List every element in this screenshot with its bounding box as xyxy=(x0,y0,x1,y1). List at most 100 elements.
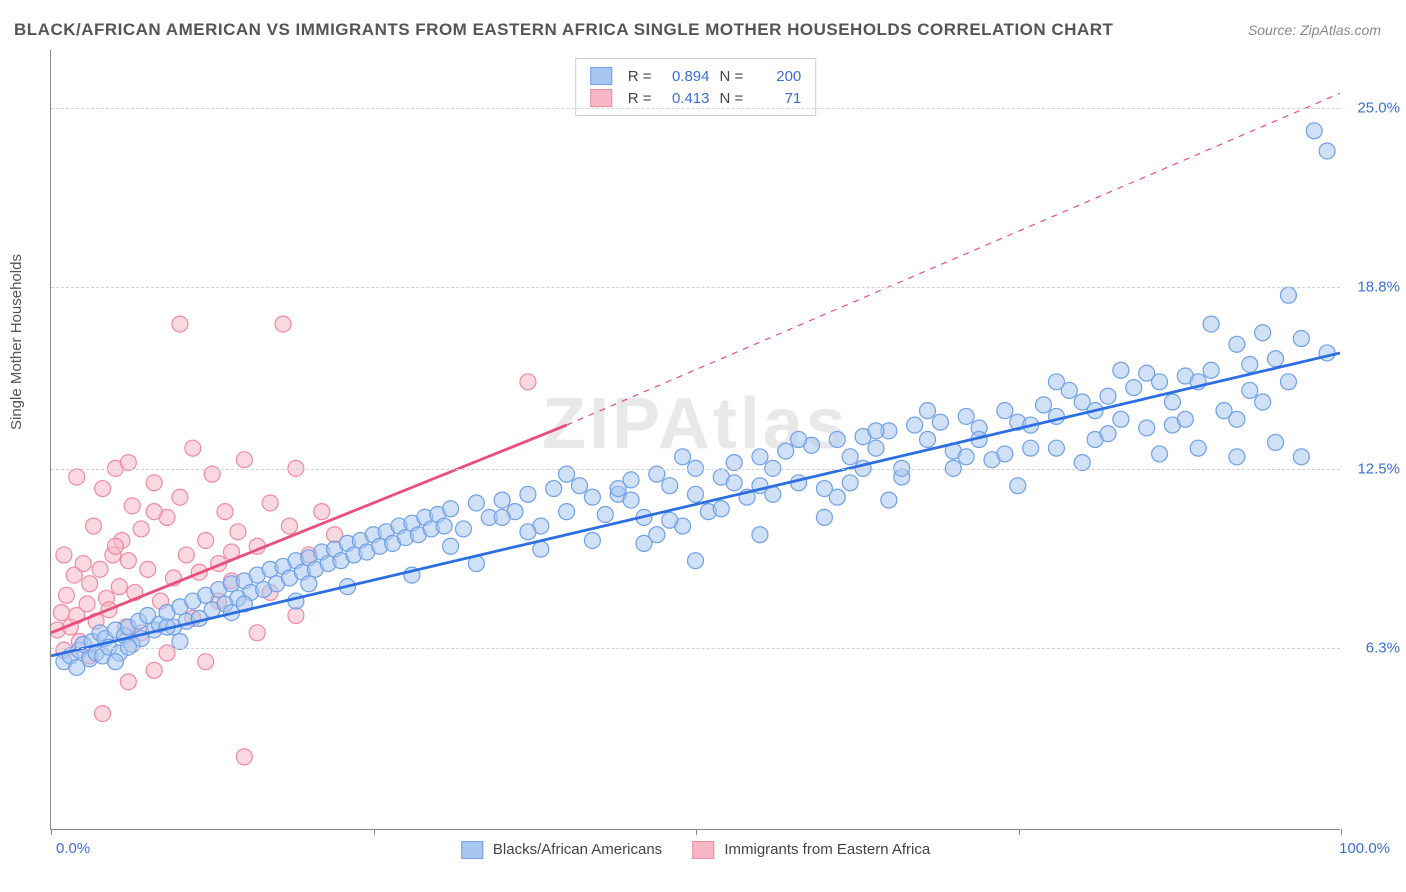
y-tick-label: 25.0% xyxy=(1357,99,1400,116)
blue-point xyxy=(1280,374,1296,390)
blue-point xyxy=(907,417,923,433)
legend-swatch-pink xyxy=(590,89,612,107)
blue-point xyxy=(932,414,948,430)
blue-point xyxy=(920,403,936,419)
blue-point xyxy=(533,541,549,557)
blue-point xyxy=(1255,394,1271,410)
blue-point xyxy=(1306,123,1322,139)
blue-point xyxy=(494,509,510,525)
x-max-label: 100.0% xyxy=(1339,840,1390,857)
pink-point xyxy=(86,518,102,534)
blue-point xyxy=(1268,434,1284,450)
pink-point xyxy=(262,495,278,511)
blue-point xyxy=(1139,420,1155,436)
blue-point xyxy=(1048,440,1064,456)
r-label: R = xyxy=(628,68,652,85)
trend-line xyxy=(51,353,1340,656)
blue-point xyxy=(1177,411,1193,427)
pink-point xyxy=(288,608,304,624)
blue-point xyxy=(1023,440,1039,456)
pink-point xyxy=(146,475,162,491)
pink-point xyxy=(185,440,201,456)
blue-point xyxy=(829,489,845,505)
blue-point xyxy=(1242,356,1258,372)
blue-point xyxy=(791,432,807,448)
blue-point xyxy=(816,509,832,525)
y-tick-label: 12.5% xyxy=(1357,460,1400,477)
blue-point xyxy=(1164,394,1180,410)
x-tick xyxy=(696,829,697,835)
pink-point xyxy=(178,547,194,563)
chart-title: BLACK/AFRICAN AMERICAN VS IMMIGRANTS FRO… xyxy=(14,20,1113,40)
trend-line xyxy=(567,93,1340,425)
n-value: 71 xyxy=(753,90,801,107)
x-min-label: 0.0% xyxy=(56,840,90,857)
r-value: 0.894 xyxy=(662,68,710,85)
pink-point xyxy=(124,498,140,514)
pink-point xyxy=(249,625,265,641)
blue-point xyxy=(1293,331,1309,347)
blue-point xyxy=(842,475,858,491)
y-tick-label: 6.3% xyxy=(1366,640,1400,657)
blue-point xyxy=(1010,478,1026,494)
legend-item-pink: Immigrants from Eastern Africa xyxy=(692,841,930,859)
blue-point xyxy=(829,432,845,448)
pink-point xyxy=(133,521,149,537)
pink-point xyxy=(75,556,91,572)
blue-point xyxy=(649,527,665,543)
pink-point xyxy=(275,316,291,332)
pink-point xyxy=(236,749,252,765)
blue-point xyxy=(752,527,768,543)
pink-point xyxy=(230,524,246,540)
legend-row-pink: R = 0.413 N = 71 xyxy=(590,87,802,109)
blue-point xyxy=(301,576,317,592)
gridline xyxy=(51,648,1340,649)
blue-point xyxy=(1203,316,1219,332)
pink-point xyxy=(281,518,297,534)
blue-point xyxy=(662,478,678,494)
pink-point xyxy=(92,561,108,577)
n-value: 200 xyxy=(753,68,801,85)
pink-point xyxy=(107,538,123,554)
pink-point xyxy=(120,553,136,569)
blue-point xyxy=(868,440,884,456)
pink-point xyxy=(95,706,111,722)
blue-point xyxy=(559,504,575,520)
legend-item-blue: Blacks/African Americans xyxy=(461,841,662,859)
pink-point xyxy=(140,561,156,577)
blue-point xyxy=(1100,388,1116,404)
n-label: N = xyxy=(720,68,744,85)
legend-label: Immigrants from Eastern Africa xyxy=(724,841,930,858)
pink-point xyxy=(58,587,74,603)
blue-point xyxy=(443,538,459,554)
blue-point xyxy=(713,501,729,517)
blue-point xyxy=(752,449,768,465)
r-value: 0.413 xyxy=(662,90,710,107)
x-tick xyxy=(1019,829,1020,835)
x-tick xyxy=(1341,829,1342,835)
blue-point xyxy=(520,486,536,502)
blue-point xyxy=(688,486,704,502)
blue-point xyxy=(1242,382,1258,398)
blue-point xyxy=(494,492,510,508)
plot-area: ZIPAtlas R = 0.894 N = 200 R = 0.413 N =… xyxy=(50,50,1340,830)
blue-point xyxy=(571,478,587,494)
chart-svg xyxy=(51,50,1340,829)
legend-label: Blacks/African Americans xyxy=(493,841,662,858)
y-axis-label: Single Mother Households xyxy=(8,254,25,430)
pink-point xyxy=(198,532,214,548)
pink-point xyxy=(82,576,98,592)
pink-point xyxy=(53,605,69,621)
blue-point xyxy=(958,449,974,465)
blue-point xyxy=(1113,362,1129,378)
blue-point xyxy=(842,449,858,465)
blue-point xyxy=(1152,446,1168,462)
pink-point xyxy=(111,579,127,595)
blue-point xyxy=(1229,411,1245,427)
blue-point xyxy=(1255,325,1271,341)
blue-point xyxy=(623,492,639,508)
blue-point xyxy=(662,512,678,528)
series-legend: Blacks/African Americans Immigrants from… xyxy=(461,841,930,859)
blue-point xyxy=(584,532,600,548)
blue-point xyxy=(436,518,452,534)
